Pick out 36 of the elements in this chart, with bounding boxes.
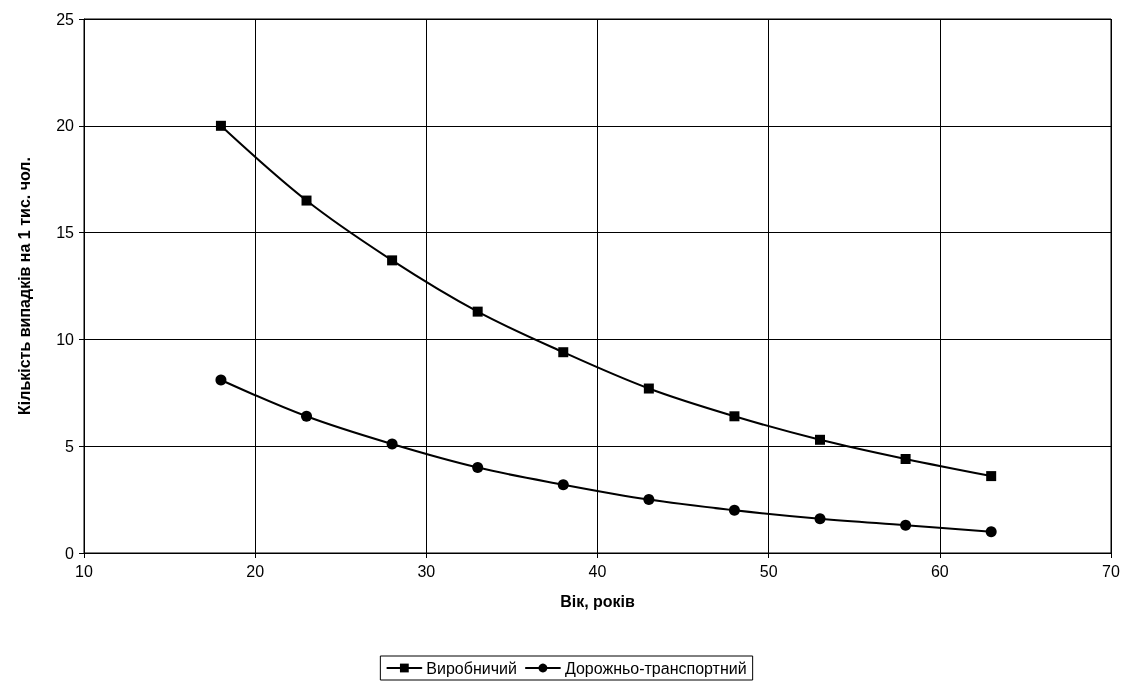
- x-tick-label: 70: [1102, 562, 1120, 580]
- point: [728, 504, 740, 516]
- point: [387, 255, 398, 266]
- point: [815, 434, 826, 445]
- point: [986, 471, 997, 482]
- point: [643, 494, 655, 506]
- point: [558, 347, 569, 358]
- point: [729, 411, 740, 422]
- y-tick-label: 5: [65, 437, 75, 455]
- point: [900, 454, 911, 465]
- y-tick-label: 20: [56, 117, 75, 135]
- point: [643, 383, 654, 394]
- point: [900, 519, 912, 531]
- y-tick-label: 0: [65, 544, 75, 562]
- legend-label: Дорожньо-транспортний: [564, 659, 747, 677]
- x-tick-label: 40: [588, 562, 607, 580]
- y-tick-label: 25: [56, 10, 75, 28]
- x-axis-title: Вік, років: [560, 592, 636, 610]
- y-tick-label: 15: [56, 224, 75, 242]
- point: [985, 526, 997, 538]
- legend-label: Виробничий: [426, 659, 517, 677]
- y-tick-label: 10: [56, 330, 75, 348]
- point: [472, 462, 484, 474]
- point: [557, 479, 569, 491]
- x-tick-label: 60: [930, 562, 949, 580]
- point: [301, 410, 313, 422]
- x-tick-label: 50: [759, 562, 778, 580]
- point: [814, 513, 826, 525]
- x-tick-label: 30: [417, 562, 436, 580]
- point: [386, 438, 398, 450]
- y-axis-title: Кількість випадків на 1 тис. чол.: [15, 157, 33, 415]
- point: [301, 195, 312, 206]
- point: [215, 120, 226, 131]
- x-tick-label: 20: [246, 562, 265, 580]
- point: [215, 374, 227, 386]
- point: [472, 306, 483, 317]
